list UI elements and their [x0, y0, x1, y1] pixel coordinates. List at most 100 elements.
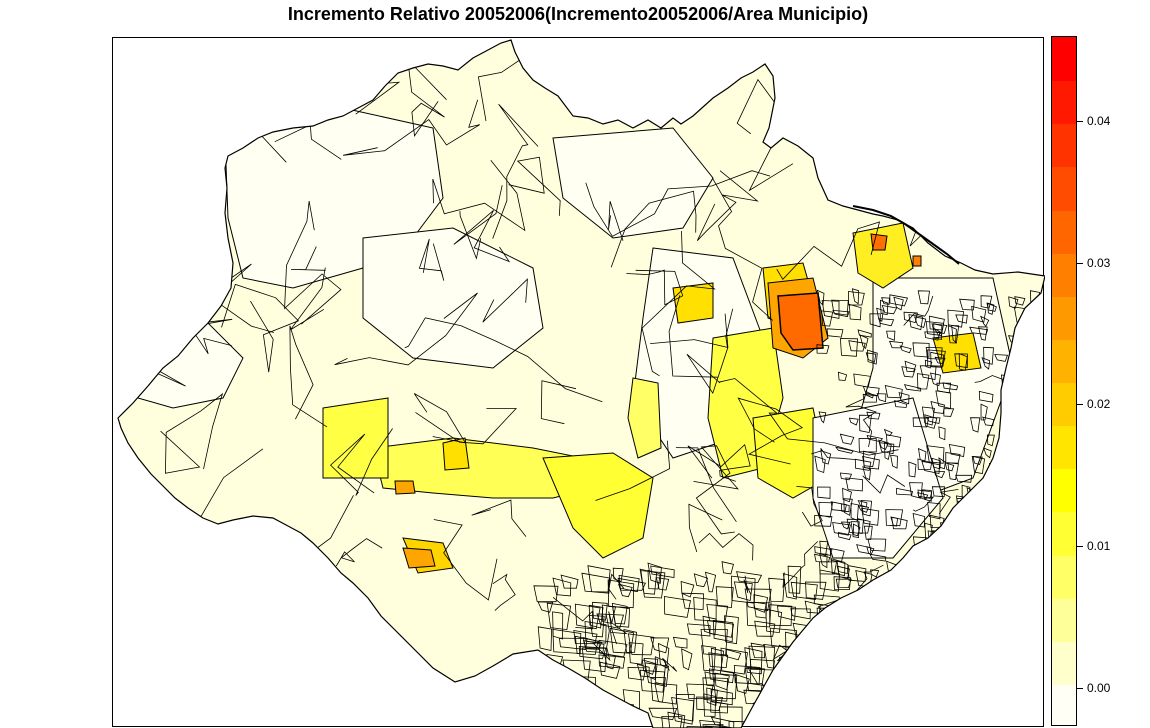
- municipality-cell: [949, 558, 965, 570]
- municipality-cell: [992, 559, 1006, 577]
- municipality-cell: [901, 574, 915, 591]
- municipality-cell: [938, 580, 954, 590]
- municipality-cell: [990, 463, 1006, 479]
- municipality-border: [126, 155, 175, 238]
- legend-swatch: [1052, 253, 1076, 297]
- municipality-border: [923, 626, 952, 643]
- municipality-cell: [797, 636, 811, 646]
- municipality-cell: [779, 669, 793, 695]
- municipality-border: [945, 38, 967, 61]
- municipality-cell: [1031, 456, 1043, 472]
- municipality-border: [854, 682, 880, 707]
- legend-colorbar: [1051, 36, 1077, 726]
- municipality-cell: [962, 498, 969, 513]
- municipality-cell: [979, 505, 990, 519]
- municipality-cell: [1021, 384, 1030, 395]
- municipality-border: [287, 661, 306, 705]
- municipality-cell: [830, 718, 849, 728]
- municipality-cell: [1018, 578, 1026, 587]
- municipality-cell: [1015, 398, 1023, 411]
- municipality-cell: [619, 713, 641, 728]
- municipality-cell: [1028, 464, 1039, 479]
- legend-swatch: [1052, 641, 1076, 685]
- municipality-cell: [1018, 403, 1029, 413]
- legend-tick-label: 0.02: [1087, 397, 1110, 411]
- municipality-cell: [994, 559, 1002, 571]
- municipality-border: [223, 568, 243, 595]
- municipality-cell: [776, 675, 791, 688]
- municipality-cell: [924, 575, 932, 585]
- region-red-orange-2: [871, 234, 887, 250]
- municipality-cell: [923, 547, 939, 557]
- municipality-cell: [963, 532, 975, 547]
- municipality-border: [969, 648, 1005, 674]
- municipality-cell: [814, 619, 830, 642]
- municipality-border: [499, 689, 543, 718]
- municipality-cell: [781, 692, 794, 702]
- municipality-cell: [892, 571, 910, 580]
- municipality-cell: [969, 573, 985, 583]
- legend-swatch: [1052, 555, 1076, 599]
- choropleth-map: [113, 38, 1045, 728]
- municipality-cell: [925, 575, 942, 588]
- legend-swatch: [1052, 382, 1076, 426]
- municipality-border: [113, 89, 170, 235]
- municipality-border: [230, 73, 275, 107]
- map-title: Incremento Relativo 20052006(Incremento2…: [112, 4, 1044, 25]
- municipality-border: [858, 90, 921, 133]
- municipality-cell: [956, 579, 966, 589]
- municipality-cell: [903, 561, 911, 573]
- municipality-cell: [989, 510, 1001, 522]
- legend-tick: [1077, 121, 1083, 122]
- municipality-cell: [1002, 579, 1010, 594]
- municipality-cell: [1000, 463, 1012, 479]
- municipality-cell: [1017, 421, 1032, 427]
- municipality-cell: [788, 662, 804, 685]
- municipality-cell: [991, 536, 1007, 551]
- region-orange-1: [403, 548, 435, 568]
- legend-tick: [1077, 404, 1083, 405]
- municipality-cell: [1009, 362, 1023, 371]
- municipality-border: [949, 686, 959, 699]
- legend-swatch: [1052, 37, 1076, 81]
- municipality-cell: [1021, 470, 1036, 485]
- municipality-border: [611, 38, 734, 77]
- municipality-cell: [1022, 464, 1032, 470]
- municipality-cell: [1024, 542, 1032, 550]
- municipality-cell: [934, 572, 945, 580]
- municipality-border: [824, 641, 840, 668]
- municipality-border: [952, 153, 1007, 194]
- municipality-border: [118, 38, 187, 68]
- municipality-cell: [1006, 486, 1021, 499]
- legend-tick-label: 0.00: [1087, 681, 1110, 695]
- municipality-border: [163, 38, 220, 87]
- municipality-cell: [960, 571, 968, 585]
- municipality-cell: [964, 527, 980, 536]
- municipality-border: [209, 62, 235, 127]
- municipality-cell: [825, 664, 852, 684]
- legend-tick-label: 0.04: [1087, 114, 1110, 128]
- legend-tick: [1077, 546, 1083, 547]
- municipality-border: [142, 627, 173, 642]
- municipality-cell: [942, 535, 955, 551]
- legend-tick: [1077, 263, 1083, 264]
- municipality-border: [153, 109, 221, 154]
- municipality-cell: [819, 705, 843, 728]
- municipality-cell: [996, 546, 1010, 553]
- legend-swatch: [1052, 468, 1076, 512]
- municipality-cell: [942, 582, 950, 594]
- municipality-cell: [817, 680, 830, 703]
- municipality-cell: [1024, 498, 1032, 510]
- region-gold-2: [673, 283, 713, 323]
- municipality-cell: [929, 588, 940, 603]
- legend-swatch: [1052, 511, 1076, 555]
- municipality-border: [191, 696, 219, 712]
- municipality-cell: [919, 560, 927, 566]
- municipality-border: [924, 553, 942, 572]
- municipality-cell: [1006, 527, 1016, 535]
- municipality-cell: [534, 708, 550, 728]
- municipality-cell: [1031, 500, 1045, 510]
- municipality-cell: [1014, 542, 1022, 553]
- municipality-cell: [933, 544, 941, 553]
- municipality-cell: [1009, 509, 1020, 527]
